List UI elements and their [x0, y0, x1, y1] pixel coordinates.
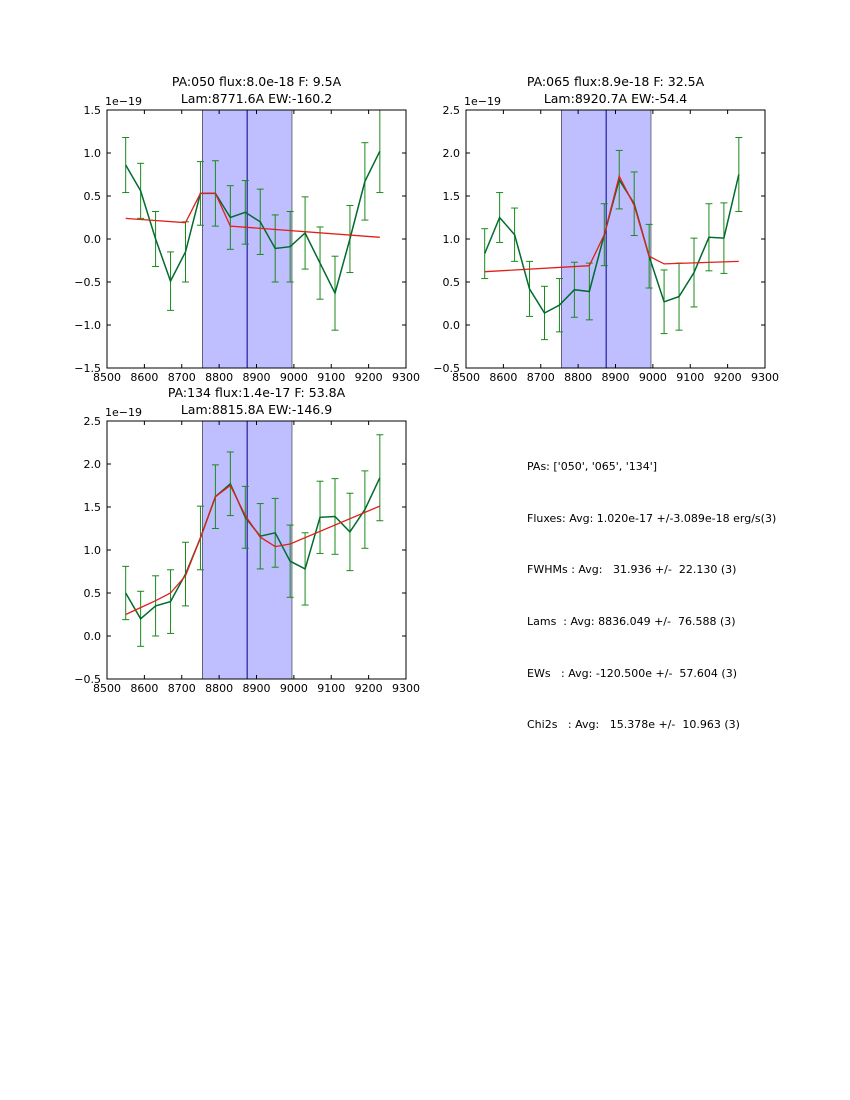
x-tick-label: 9200 — [355, 682, 383, 695]
chart-title-line2: Lam:8771.6A EW:-160.2 — [181, 91, 332, 106]
y-tick-label: −0.5 — [433, 362, 460, 375]
y-tick-label: 2.5 — [443, 104, 461, 117]
x-tick-label: 9200 — [355, 371, 383, 384]
x-tick-label: 9100 — [317, 371, 345, 384]
data-series-line — [125, 150, 381, 296]
y-axis-multiplier: 1e−19 — [105, 95, 142, 108]
y-axis-multiplier: 1e−19 — [464, 95, 501, 108]
y-tick-label: 0.0 — [84, 233, 102, 246]
y-tick-label: 2.0 — [443, 147, 461, 160]
y-tick-label: −1.5 — [74, 362, 101, 375]
plot-area — [481, 110, 743, 368]
stats-lams: Lams : Avg: 8836.049 +/- 76.588 (3) — [527, 615, 736, 629]
chart-panel-3: 8500 8600 8700 8800 8900 9000 9100 9200 9300 −0.5… — [74, 385, 420, 695]
fit-series-line — [125, 192, 380, 238]
x-tick-label: 9000 — [280, 371, 308, 384]
y-tick-label: −1.0 — [74, 319, 101, 332]
x-tick-label: 8600 — [489, 371, 517, 384]
x-tick-label: 8900 — [243, 371, 271, 384]
y-axis-multiplier: 1e−19 — [105, 406, 142, 419]
plot-area — [122, 110, 384, 368]
stats-panel: PAs: ['050', '065', '134'] Fluxes: Avg: … — [527, 434, 776, 757]
x-tick-label: 9300 — [392, 682, 420, 695]
x-tick-label: 9000 — [639, 371, 667, 384]
x-tick-label: 8800 — [564, 371, 592, 384]
x-tick-label: 9200 — [714, 371, 742, 384]
y-tick-label: 0.0 — [443, 319, 461, 332]
stats-fluxes: Fluxes: Avg: 1.020e-17 +/-3.089e-18 erg/… — [527, 511, 777, 525]
stats-fwhms: FWHMs : Avg: 31.936 +/- 22.130 (3) — [527, 563, 737, 577]
fit-series-line — [125, 484, 381, 616]
chart-title-line1: PA:050 flux:8.0e-18 F: 9.5A — [172, 74, 342, 89]
y-tick-label: 0.5 — [84, 587, 102, 600]
y-tick-label: 1.0 — [443, 233, 461, 246]
chart-title-line2: Lam:8815.8A EW:-146.9 — [181, 402, 332, 417]
x-tick-label: 8900 — [602, 371, 630, 384]
stats-chi2s: Chi2s : Avg: 15.378e +/- 10.963 (3) — [527, 718, 740, 732]
x-tick-label: 9000 — [280, 682, 308, 695]
x-tick-label: 9100 — [676, 371, 704, 384]
x-tick-label: 8800 — [205, 682, 233, 695]
y-tick-label: 0.5 — [443, 276, 461, 289]
y-tick-label: 1.5 — [84, 104, 102, 117]
chart-title-line2: Lam:8920.7A EW:-54.4 — [544, 91, 687, 106]
y-tick-label: 0.5 — [84, 190, 102, 203]
chart-panel-1: 8500 8600 8700 8800 8900 9000 9100 9200 9300 −1.5… — [74, 74, 420, 384]
x-tick-label: 8700 — [168, 682, 196, 695]
y-tick-label: −0.5 — [74, 276, 101, 289]
chart-panel-2: 8500 8600 8700 8800 8900 9000 9100 9200 9300 −0.5… — [433, 74, 779, 384]
x-tick-label: 8600 — [130, 682, 158, 695]
y-tick-label: 0.0 — [84, 630, 102, 643]
x-tick-label: 8500 — [452, 371, 480, 384]
x-tick-label: 8900 — [243, 682, 271, 695]
y-tick-label: 2.5 — [84, 415, 102, 428]
plot-area — [122, 421, 384, 679]
stats-ews: EWs : Avg: -120.500e +/- 57.604 (3) — [527, 666, 737, 680]
x-tick-label: 8500 — [93, 682, 121, 695]
x-tick-label: 9100 — [317, 682, 345, 695]
y-tick-label: 1.0 — [84, 147, 102, 160]
chart-title-line1: PA:134 flux:1.4e-17 F: 53.8A — [168, 385, 346, 400]
x-tick-label: 9300 — [751, 371, 779, 384]
chart-title-line1: PA:065 flux:8.9e-18 F: 32.5A — [527, 74, 705, 89]
y-tick-label: 1.0 — [84, 544, 102, 557]
x-tick-label: 8700 — [168, 371, 196, 384]
x-tick-label: 8700 — [527, 371, 555, 384]
stats-pas: PAs: ['050', '065', '134'] — [527, 460, 658, 473]
y-tick-label: 1.5 — [443, 190, 461, 203]
x-tick-label: 8600 — [130, 371, 158, 384]
x-tick-label: 8500 — [93, 371, 121, 384]
fit-series-line — [484, 174, 739, 273]
y-tick-label: 1.5 — [84, 501, 102, 514]
x-tick-label: 9300 — [392, 371, 420, 384]
y-tick-label: 2.0 — [84, 458, 102, 471]
y-tick-label: −0.5 — [74, 673, 101, 686]
x-tick-label: 8800 — [205, 371, 233, 384]
